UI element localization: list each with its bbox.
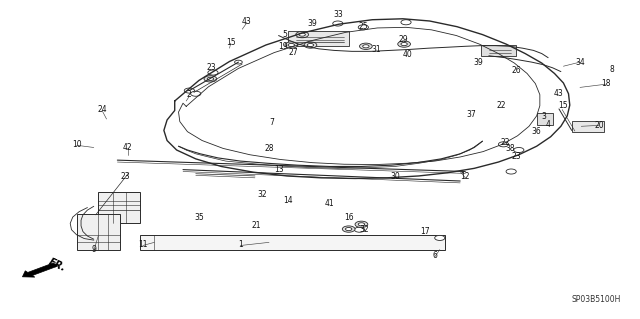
Text: 29: 29 <box>398 35 408 44</box>
Text: 43: 43 <box>242 18 252 26</box>
Circle shape <box>307 43 314 47</box>
Circle shape <box>506 169 516 174</box>
Text: 12: 12 <box>461 172 470 182</box>
Text: 10: 10 <box>72 140 81 149</box>
Circle shape <box>288 43 294 47</box>
Text: 15: 15 <box>559 100 568 110</box>
Text: 33: 33 <box>333 10 342 19</box>
Circle shape <box>184 88 195 93</box>
Text: 7: 7 <box>270 118 275 127</box>
Text: 20: 20 <box>595 121 604 130</box>
Text: 14: 14 <box>284 196 293 205</box>
Text: 26: 26 <box>511 66 521 76</box>
FancyBboxPatch shape <box>288 31 349 46</box>
Circle shape <box>360 43 372 49</box>
Text: 2: 2 <box>187 90 192 99</box>
Circle shape <box>358 25 369 30</box>
Circle shape <box>355 227 365 232</box>
Text: 30: 30 <box>390 172 400 182</box>
Circle shape <box>304 42 317 48</box>
Text: 38: 38 <box>505 144 515 153</box>
Text: 18: 18 <box>601 79 610 88</box>
Text: 28: 28 <box>264 144 274 153</box>
Circle shape <box>204 76 217 82</box>
Circle shape <box>342 226 355 232</box>
Text: 35: 35 <box>194 212 204 222</box>
Text: 23: 23 <box>511 152 521 161</box>
Circle shape <box>401 42 407 46</box>
Text: 19: 19 <box>278 42 288 51</box>
Text: 34: 34 <box>575 58 585 67</box>
Text: 37: 37 <box>467 110 477 119</box>
Text: 9: 9 <box>92 245 96 254</box>
Bar <box>99 192 140 223</box>
Circle shape <box>358 223 365 226</box>
FancyBboxPatch shape <box>481 45 516 56</box>
Text: 8: 8 <box>609 65 614 74</box>
Text: 40: 40 <box>403 50 413 59</box>
Circle shape <box>191 91 201 96</box>
Text: 39: 39 <box>307 19 317 28</box>
Text: 23: 23 <box>121 172 131 182</box>
Text: 24: 24 <box>97 105 107 114</box>
Circle shape <box>363 45 369 48</box>
Text: 27: 27 <box>289 48 298 57</box>
Circle shape <box>333 21 343 26</box>
Circle shape <box>346 227 352 231</box>
Text: 39: 39 <box>473 58 483 67</box>
Text: 25: 25 <box>358 22 368 31</box>
Text: 1: 1 <box>238 240 243 249</box>
FancyBboxPatch shape <box>537 113 552 125</box>
Circle shape <box>299 33 305 36</box>
Text: 13: 13 <box>274 165 284 174</box>
Text: 42: 42 <box>123 143 132 152</box>
Circle shape <box>208 70 218 75</box>
Text: 5: 5 <box>282 30 287 39</box>
Text: 16: 16 <box>344 212 353 222</box>
Text: 3: 3 <box>542 112 547 121</box>
Text: FR.: FR. <box>47 257 68 274</box>
Text: 36: 36 <box>532 127 541 136</box>
Circle shape <box>435 235 445 241</box>
Circle shape <box>499 142 509 147</box>
Text: SP03B5100H: SP03B5100H <box>572 295 621 304</box>
Text: 31: 31 <box>371 45 381 54</box>
Circle shape <box>401 20 411 25</box>
FancyArrow shape <box>22 263 58 277</box>
Text: 17: 17 <box>420 227 430 236</box>
Text: 22: 22 <box>497 100 506 110</box>
Circle shape <box>514 147 524 152</box>
Text: 21: 21 <box>252 221 261 230</box>
Text: 6: 6 <box>432 251 437 260</box>
Text: 4: 4 <box>546 120 550 129</box>
Bar <box>77 214 120 250</box>
Circle shape <box>296 32 308 38</box>
Text: 41: 41 <box>324 199 334 208</box>
Text: 11: 11 <box>138 240 148 249</box>
Circle shape <box>397 41 410 47</box>
Text: 23: 23 <box>207 63 216 72</box>
Text: 22: 22 <box>500 137 509 147</box>
Circle shape <box>207 77 214 80</box>
FancyBboxPatch shape <box>572 121 604 132</box>
Circle shape <box>235 60 243 64</box>
Text: 32: 32 <box>360 225 369 234</box>
Circle shape <box>285 42 298 48</box>
Circle shape <box>355 221 368 227</box>
Bar <box>140 235 445 250</box>
Text: 43: 43 <box>554 89 564 98</box>
Text: 32: 32 <box>258 190 268 199</box>
Text: 15: 15 <box>226 38 236 47</box>
